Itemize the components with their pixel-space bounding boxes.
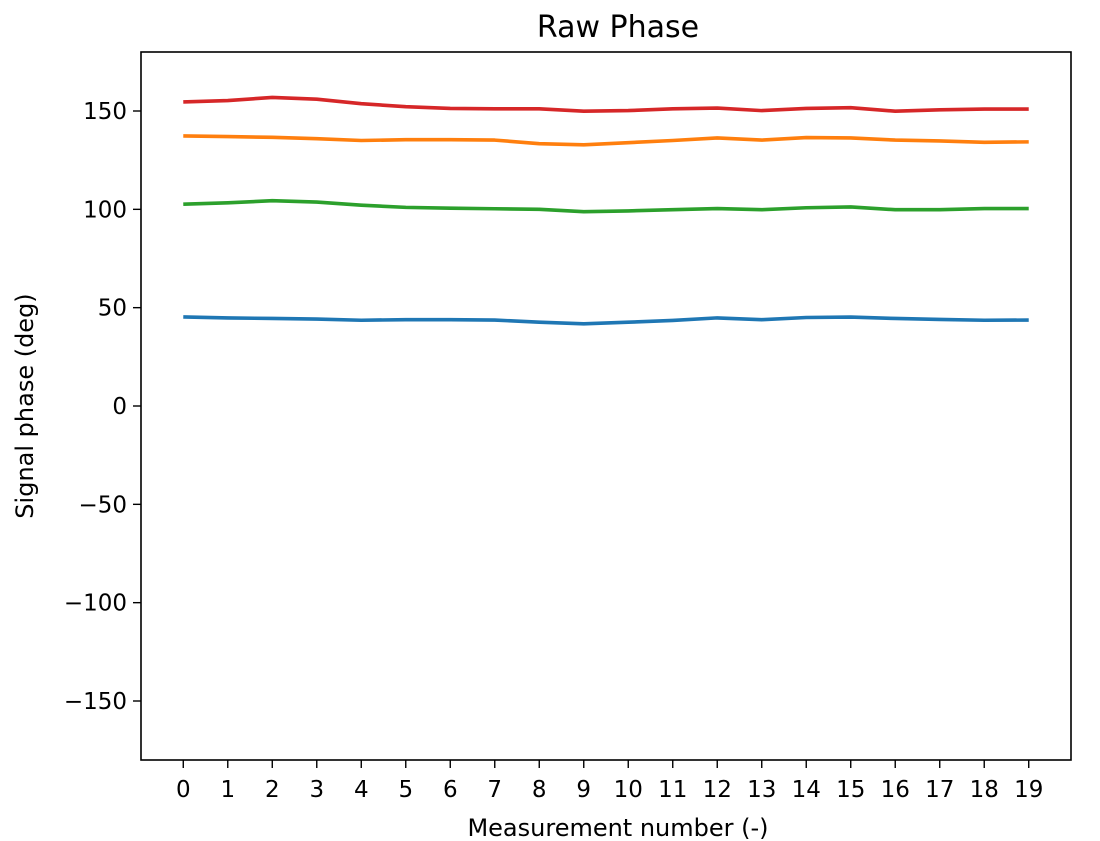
y-tick-label: 100 — [83, 197, 127, 223]
y-tick-label: 50 — [98, 296, 127, 322]
x-axis: 0 1 2 3 4 5 6 7 8 9 10 11 12 13 14 15 16 17 18 19 — [176, 760, 1043, 803]
chart-title: Raw Phase — [537, 10, 699, 45]
y-axis-label: Signal phase (deg) — [11, 293, 39, 518]
series-line-3 — [183, 134, 1029, 147]
y-tick-label: −50 — [78, 492, 127, 518]
x-tick-label: 2 — [265, 777, 280, 803]
x-tick-label: 12 — [703, 777, 732, 803]
x-tick-label: 5 — [398, 777, 413, 803]
x-tick-label: 6 — [443, 777, 458, 803]
x-tick-label: 18 — [970, 777, 999, 803]
series-line-4 — [183, 95, 1029, 113]
x-tick-label: 3 — [309, 777, 324, 803]
x-tick-label: 16 — [881, 777, 910, 803]
x-tick-label: 17 — [925, 777, 954, 803]
y-tick-label: −150 — [64, 689, 127, 715]
x-tick-label: 13 — [747, 777, 776, 803]
x-axis-label: Measurement number (-) — [467, 814, 768, 841]
x-tick-label: 9 — [576, 777, 591, 803]
x-tick-label: 7 — [487, 777, 502, 803]
y-tick-label: −100 — [64, 591, 127, 617]
plot-series-group — [183, 95, 1029, 326]
x-tick-label: 4 — [354, 777, 369, 803]
y-tick-label: 0 — [112, 394, 127, 420]
series-line-1 — [183, 315, 1029, 326]
series-line-2 — [183, 198, 1029, 214]
plot-frame — [140, 51, 1072, 761]
x-tick-label: 15 — [836, 777, 865, 803]
x-tick-label: 11 — [658, 777, 687, 803]
y-axis: 150 100 50 0 −50 −100 −150 — [64, 99, 141, 715]
x-tick-label: 1 — [220, 777, 235, 803]
x-tick-label: 14 — [792, 777, 821, 803]
x-tick-label: 0 — [176, 777, 191, 803]
x-tick-label: 19 — [1014, 777, 1043, 803]
y-tick-label: 150 — [83, 99, 127, 125]
x-tick-label: 8 — [532, 777, 547, 803]
x-tick-label: 10 — [614, 777, 643, 803]
